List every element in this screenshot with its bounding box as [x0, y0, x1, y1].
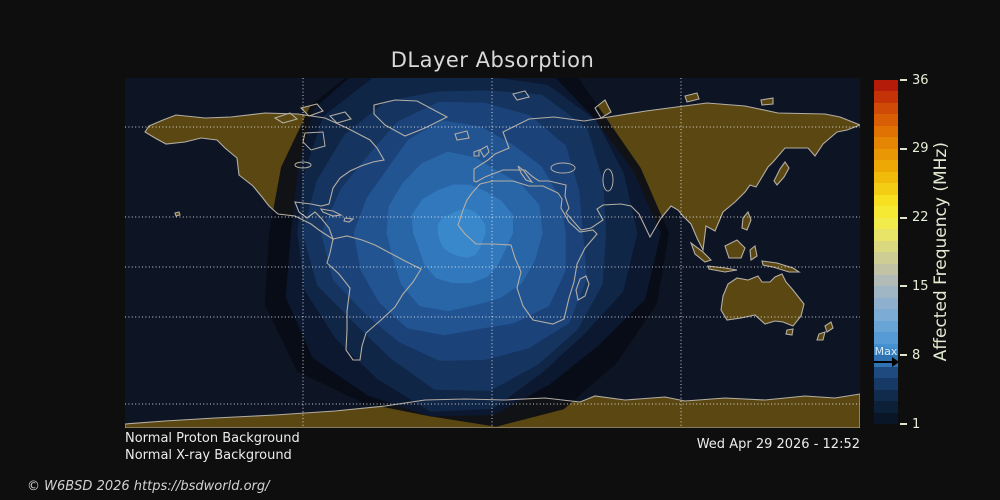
colorbar-step	[874, 148, 898, 161]
max-marker: Max	[874, 345, 898, 359]
absorption-contour	[437, 208, 486, 258]
colorbar-step	[874, 183, 898, 195]
colorbar-axis-label-text: Affected Frequency (MHz)	[931, 142, 951, 362]
colorbar-step	[874, 309, 898, 321]
colorbar-step	[874, 229, 898, 241]
colorbar-tick-label: 8	[912, 347, 921, 363]
colorbar-step	[874, 102, 898, 115]
colorbar-step	[874, 252, 898, 264]
copyright: © W6BSD 2026 https://bsdworld.org/	[27, 479, 270, 494]
colorbar-step	[874, 366, 898, 379]
colorbar-step	[874, 206, 898, 218]
colorbar-step	[874, 217, 898, 230]
colorbar-axis-label: Affected Frequency (MHz)	[926, 80, 956, 424]
colorbar	[874, 80, 898, 425]
colorbar-step	[874, 332, 898, 344]
colorbar-step	[874, 297, 898, 310]
graticule	[125, 78, 860, 428]
colorbar-step	[874, 125, 898, 138]
colorbar-tick-mark	[900, 423, 907, 425]
colorbar-step	[874, 320, 898, 333]
page-title: DLayer Absorption	[390, 48, 595, 72]
max-arrow-icon	[874, 357, 900, 368]
absorption-overlay	[264, 78, 669, 427]
colorbar-step	[874, 286, 898, 298]
colorbar-step	[874, 263, 898, 275]
colorbar-tick-mark	[900, 79, 907, 81]
colorbar-tick-mark	[900, 216, 907, 219]
colorbar-step	[874, 171, 898, 184]
colorbar-step	[874, 355, 898, 367]
colorbar-step	[874, 401, 898, 413]
colorbar-step	[874, 343, 898, 356]
colorbar-step	[874, 160, 898, 172]
status-lines: Normal Proton Background Normal X-ray Ba…	[125, 430, 300, 464]
colorbar-step	[874, 274, 898, 287]
proton-status: Normal Proton Background	[125, 431, 300, 446]
colorbar-tick-mark	[900, 147, 907, 150]
colorbar-step	[874, 194, 898, 207]
timestamp: Wed Apr 29 2026 - 12:52	[696, 437, 860, 452]
xray-status: Normal X-ray Background	[125, 448, 292, 463]
colorbar-step	[874, 91, 898, 103]
colorbar-tick-mark	[900, 354, 907, 357]
colorbar-tick-label: 1	[912, 416, 921, 432]
colorbar-step	[874, 137, 898, 149]
colorbar-step	[874, 114, 898, 126]
colorbar-step	[874, 240, 898, 253]
colorbar-step	[874, 389, 898, 402]
colorbar-step	[874, 378, 898, 390]
world-map	[125, 78, 860, 428]
colorbar-step	[874, 412, 898, 425]
colorbar-step	[874, 80, 898, 92]
colorbar-tick-mark	[900, 285, 907, 288]
